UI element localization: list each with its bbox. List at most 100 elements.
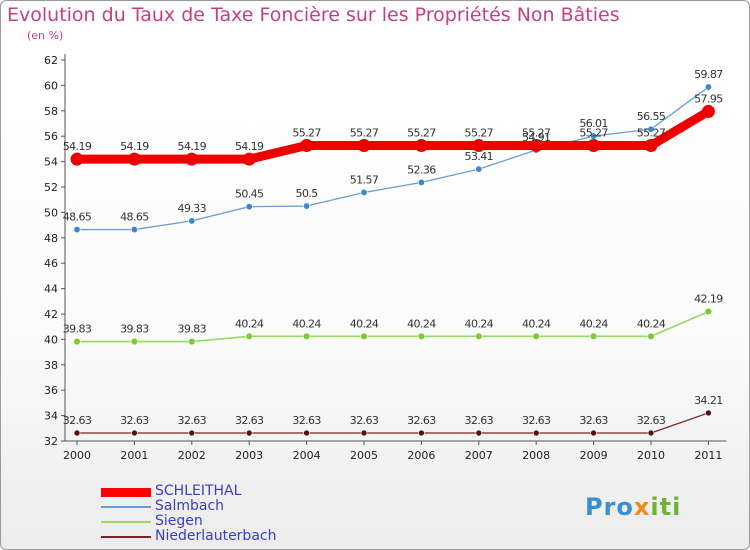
data-point bbox=[417, 178, 425, 186]
data-label: 54.19 bbox=[63, 140, 92, 153]
data-point bbox=[475, 165, 483, 173]
data-point bbox=[130, 226, 138, 234]
data-point bbox=[704, 83, 712, 91]
data-label: 55.27 bbox=[465, 126, 494, 139]
data-label: 32.63 bbox=[63, 414, 92, 427]
chart-subtitle: (en %) bbox=[27, 29, 64, 42]
data-point bbox=[704, 307, 713, 316]
x-tick-label: 2003 bbox=[235, 449, 263, 462]
data-point bbox=[188, 337, 196, 346]
x-tick-label: 2000 bbox=[63, 449, 91, 462]
legend-label: Salmbach bbox=[155, 498, 225, 514]
x-tick-label: 2004 bbox=[293, 449, 321, 462]
data-point bbox=[185, 152, 199, 166]
data-point bbox=[70, 152, 84, 166]
data-label: 55.27 bbox=[522, 126, 551, 139]
data-label: 49.33 bbox=[178, 202, 207, 215]
data-label: 40.24 bbox=[465, 317, 494, 330]
data-point bbox=[529, 138, 543, 152]
x-tick-label: 2011 bbox=[694, 449, 722, 462]
data-point bbox=[590, 429, 597, 437]
data-point bbox=[418, 429, 425, 437]
data-point bbox=[647, 332, 655, 341]
y-tick-label: 42 bbox=[44, 308, 58, 321]
data-label: 55.27 bbox=[350, 126, 379, 139]
data-point bbox=[587, 138, 601, 152]
logo-part-x: x bbox=[633, 493, 651, 521]
data-label: 54.19 bbox=[178, 140, 207, 153]
data-label: 56.55 bbox=[637, 110, 666, 123]
data-point bbox=[245, 203, 253, 211]
legend-swatch bbox=[101, 487, 151, 497]
series-line bbox=[72, 106, 713, 164]
legend-swatch bbox=[101, 521, 151, 523]
data-label: 39.83 bbox=[63, 323, 92, 336]
y-tick-label: 48 bbox=[44, 232, 58, 245]
data-point bbox=[644, 138, 658, 152]
legend-item: Siegen bbox=[101, 513, 361, 530]
data-point bbox=[701, 104, 715, 118]
data-point bbox=[130, 337, 139, 346]
data-label: 59.87 bbox=[694, 68, 723, 81]
y-tick-label: 58 bbox=[44, 105, 58, 118]
legend-item: SCHLEITHAL bbox=[101, 483, 361, 500]
labels-niederlauterbach: 32.63 32.63 32.63 32.63 32.63 32.63 32.63 32.63… bbox=[63, 394, 724, 427]
y-tick-label: 60 bbox=[44, 79, 58, 92]
data-label: 32.63 bbox=[522, 414, 551, 427]
x-tick-label: 2009 bbox=[580, 449, 608, 462]
data-label: 54.19 bbox=[235, 140, 264, 153]
y-tick-label: 34 bbox=[44, 410, 58, 423]
x-tick-label: 2007 bbox=[465, 449, 493, 462]
x-tick-label: 2001 bbox=[120, 449, 148, 462]
data-label: 40.24 bbox=[292, 317, 321, 330]
data-label: 57.95 bbox=[694, 92, 723, 105]
data-point bbox=[303, 429, 310, 437]
series-siegen bbox=[73, 307, 713, 346]
x-tick-label: 2005 bbox=[350, 449, 378, 462]
y-tick-label: 56 bbox=[44, 130, 58, 143]
data-point bbox=[127, 152, 141, 166]
x-tick-label: 2008 bbox=[522, 449, 550, 462]
data-point bbox=[73, 429, 81, 437]
x-tick-label: 2006 bbox=[407, 449, 435, 462]
data-label: 34.21 bbox=[694, 394, 723, 407]
series-line bbox=[76, 86, 710, 231]
data-label: 56.01 bbox=[579, 117, 608, 130]
data-point bbox=[188, 429, 196, 437]
y-tick-label: 40 bbox=[44, 333, 58, 346]
data-label: 32.63 bbox=[120, 414, 149, 427]
legend-swatch bbox=[101, 536, 151, 538]
series-line bbox=[76, 310, 710, 343]
data-label: 40.24 bbox=[579, 317, 608, 330]
data-point bbox=[705, 409, 712, 417]
logo-part-pro: Pro bbox=[585, 493, 634, 521]
data-point bbox=[303, 202, 311, 210]
data-point bbox=[188, 217, 196, 225]
data-label: 50.45 bbox=[235, 188, 264, 201]
legend-swatch bbox=[101, 506, 151, 508]
data-label: 53.41 bbox=[465, 150, 494, 163]
data-point bbox=[360, 332, 368, 341]
data-label: 48.65 bbox=[63, 211, 92, 224]
x-tick-label: 2002 bbox=[178, 449, 206, 462]
series-niederlauterbach bbox=[73, 409, 712, 437]
legend-label: Siegen bbox=[155, 513, 203, 529]
logo-part-iti: iti bbox=[650, 493, 682, 521]
data-point bbox=[647, 125, 655, 133]
data-label: 32.63 bbox=[579, 414, 608, 427]
data-label: 48.65 bbox=[120, 211, 149, 224]
data-point bbox=[73, 337, 81, 346]
data-label: 39.83 bbox=[120, 323, 149, 336]
data-point bbox=[647, 429, 655, 437]
data-point bbox=[417, 332, 426, 341]
data-point bbox=[357, 138, 371, 152]
data-label: 55.27 bbox=[579, 126, 608, 139]
y-tick-label: 46 bbox=[44, 257, 58, 270]
data-label: 55.27 bbox=[637, 126, 666, 139]
data-label: 39.83 bbox=[178, 323, 207, 336]
y-tick-label: 54 bbox=[44, 156, 58, 169]
proxiti-logo: Proxiti bbox=[585, 493, 681, 521]
data-point bbox=[245, 429, 253, 437]
data-point bbox=[532, 332, 540, 341]
